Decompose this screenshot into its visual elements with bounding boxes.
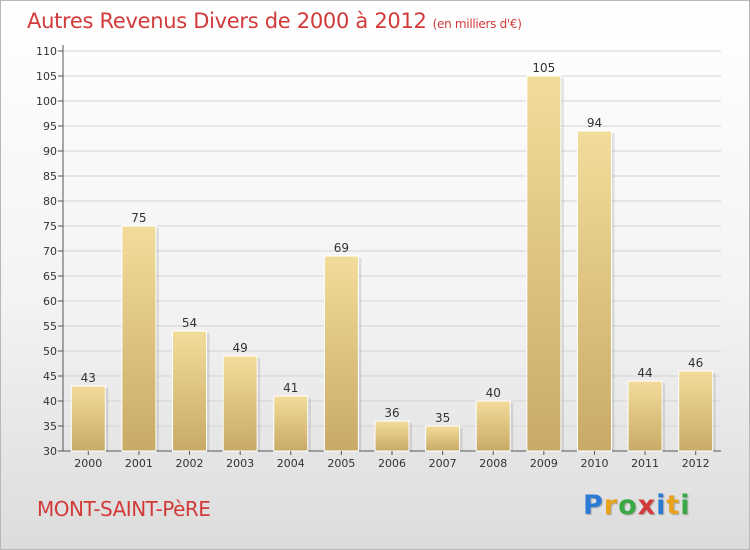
data-label: 49: [233, 341, 248, 355]
logo-letter: x: [637, 490, 657, 521]
y-tick-label: 70: [43, 245, 57, 258]
chart-subtitle: (en milliers d'€): [432, 17, 522, 31]
logo-letter: i: [680, 490, 691, 521]
data-label: 54: [182, 316, 197, 330]
x-tick-label: 2009: [530, 457, 558, 470]
y-tick-label: 95: [43, 120, 57, 133]
bar: [425, 425, 461, 452]
logo-letter: t: [666, 490, 681, 521]
y-tick-label: 80: [43, 195, 57, 208]
chart-title-text: Autres Revenus Divers de 2000 à 2012: [27, 9, 427, 33]
y-tick-label: 90: [43, 145, 57, 158]
bar: [70, 385, 106, 452]
bar: [678, 370, 714, 452]
data-label: 46: [688, 356, 703, 370]
data-label: 41: [283, 381, 298, 395]
x-tick-label: 2010: [580, 457, 608, 470]
data-label: 36: [384, 406, 399, 420]
x-tick-label: 2011: [631, 457, 659, 470]
x-tick-label: 2004: [277, 457, 305, 470]
x-tick-label: 2008: [479, 457, 507, 470]
bars: 43 75 54 49 41 69 36 35 40 105 94 44 46: [70, 61, 716, 452]
y-tick-label: 45: [43, 370, 57, 383]
bar: [576, 130, 612, 452]
data-label: 40: [486, 386, 501, 400]
y-tick-label: 40: [43, 395, 57, 408]
y-tick-label: 105: [36, 70, 57, 83]
y-tick-label: 100: [36, 95, 57, 108]
data-label: 75: [131, 211, 146, 225]
logo-letter: r: [603, 490, 619, 521]
bar: [475, 400, 511, 452]
x-tick-label: 2005: [327, 457, 355, 470]
data-label: 94: [587, 116, 602, 130]
data-label: 44: [637, 366, 652, 380]
y-tick-label: 110: [36, 45, 57, 58]
data-label: 69: [334, 241, 349, 255]
y-tick-label: 65: [43, 270, 57, 283]
y-tick-labels: 30 35 40 45 50 55 60 65 70 75 80 85 90 95 100 105 110: [36, 45, 57, 458]
y-tick-label: 60: [43, 295, 57, 308]
axes: [62, 45, 721, 452]
y-tick-label: 55: [43, 320, 57, 333]
x-tick-label: 2001: [125, 457, 153, 470]
x-tick-label: 2002: [176, 457, 204, 470]
data-label: 43: [81, 371, 96, 385]
bar: [273, 395, 309, 452]
bar: [374, 420, 410, 452]
bar: [121, 225, 157, 452]
y-tick-label: 35: [43, 420, 57, 433]
bar: [323, 255, 359, 452]
town-name: MONT-SAINT-PèRE: [37, 497, 211, 521]
logo-letter: i: [656, 490, 667, 521]
data-label: 35: [435, 411, 450, 425]
x-tick-labels: 2000 2001 2002 2003 2004 2005 2006 2007 2008 2009…: [74, 451, 710, 470]
x-tick-label: 2012: [682, 457, 710, 470]
y-tick-label: 30: [43, 445, 57, 458]
data-label: 105: [532, 61, 555, 75]
bar: [627, 380, 663, 452]
logo-letter: P: [583, 490, 604, 521]
logo-letter: o: [618, 490, 638, 521]
bar: [526, 75, 562, 452]
bar: [222, 355, 258, 452]
y-tick-label: 75: [43, 220, 57, 233]
x-tick-label: 2000: [74, 457, 102, 470]
x-tick-label: 2007: [429, 457, 457, 470]
y-tick-label: 85: [43, 170, 57, 183]
chart-title: Autres Revenus Divers de 2000 à 2012 (en …: [27, 9, 522, 33]
x-tick-label: 2003: [226, 457, 254, 470]
proxiti-logo: Proxiti: [583, 490, 691, 521]
y-tick-label: 50: [43, 345, 57, 358]
bar: [172, 330, 208, 452]
x-tick-label: 2006: [378, 457, 406, 470]
